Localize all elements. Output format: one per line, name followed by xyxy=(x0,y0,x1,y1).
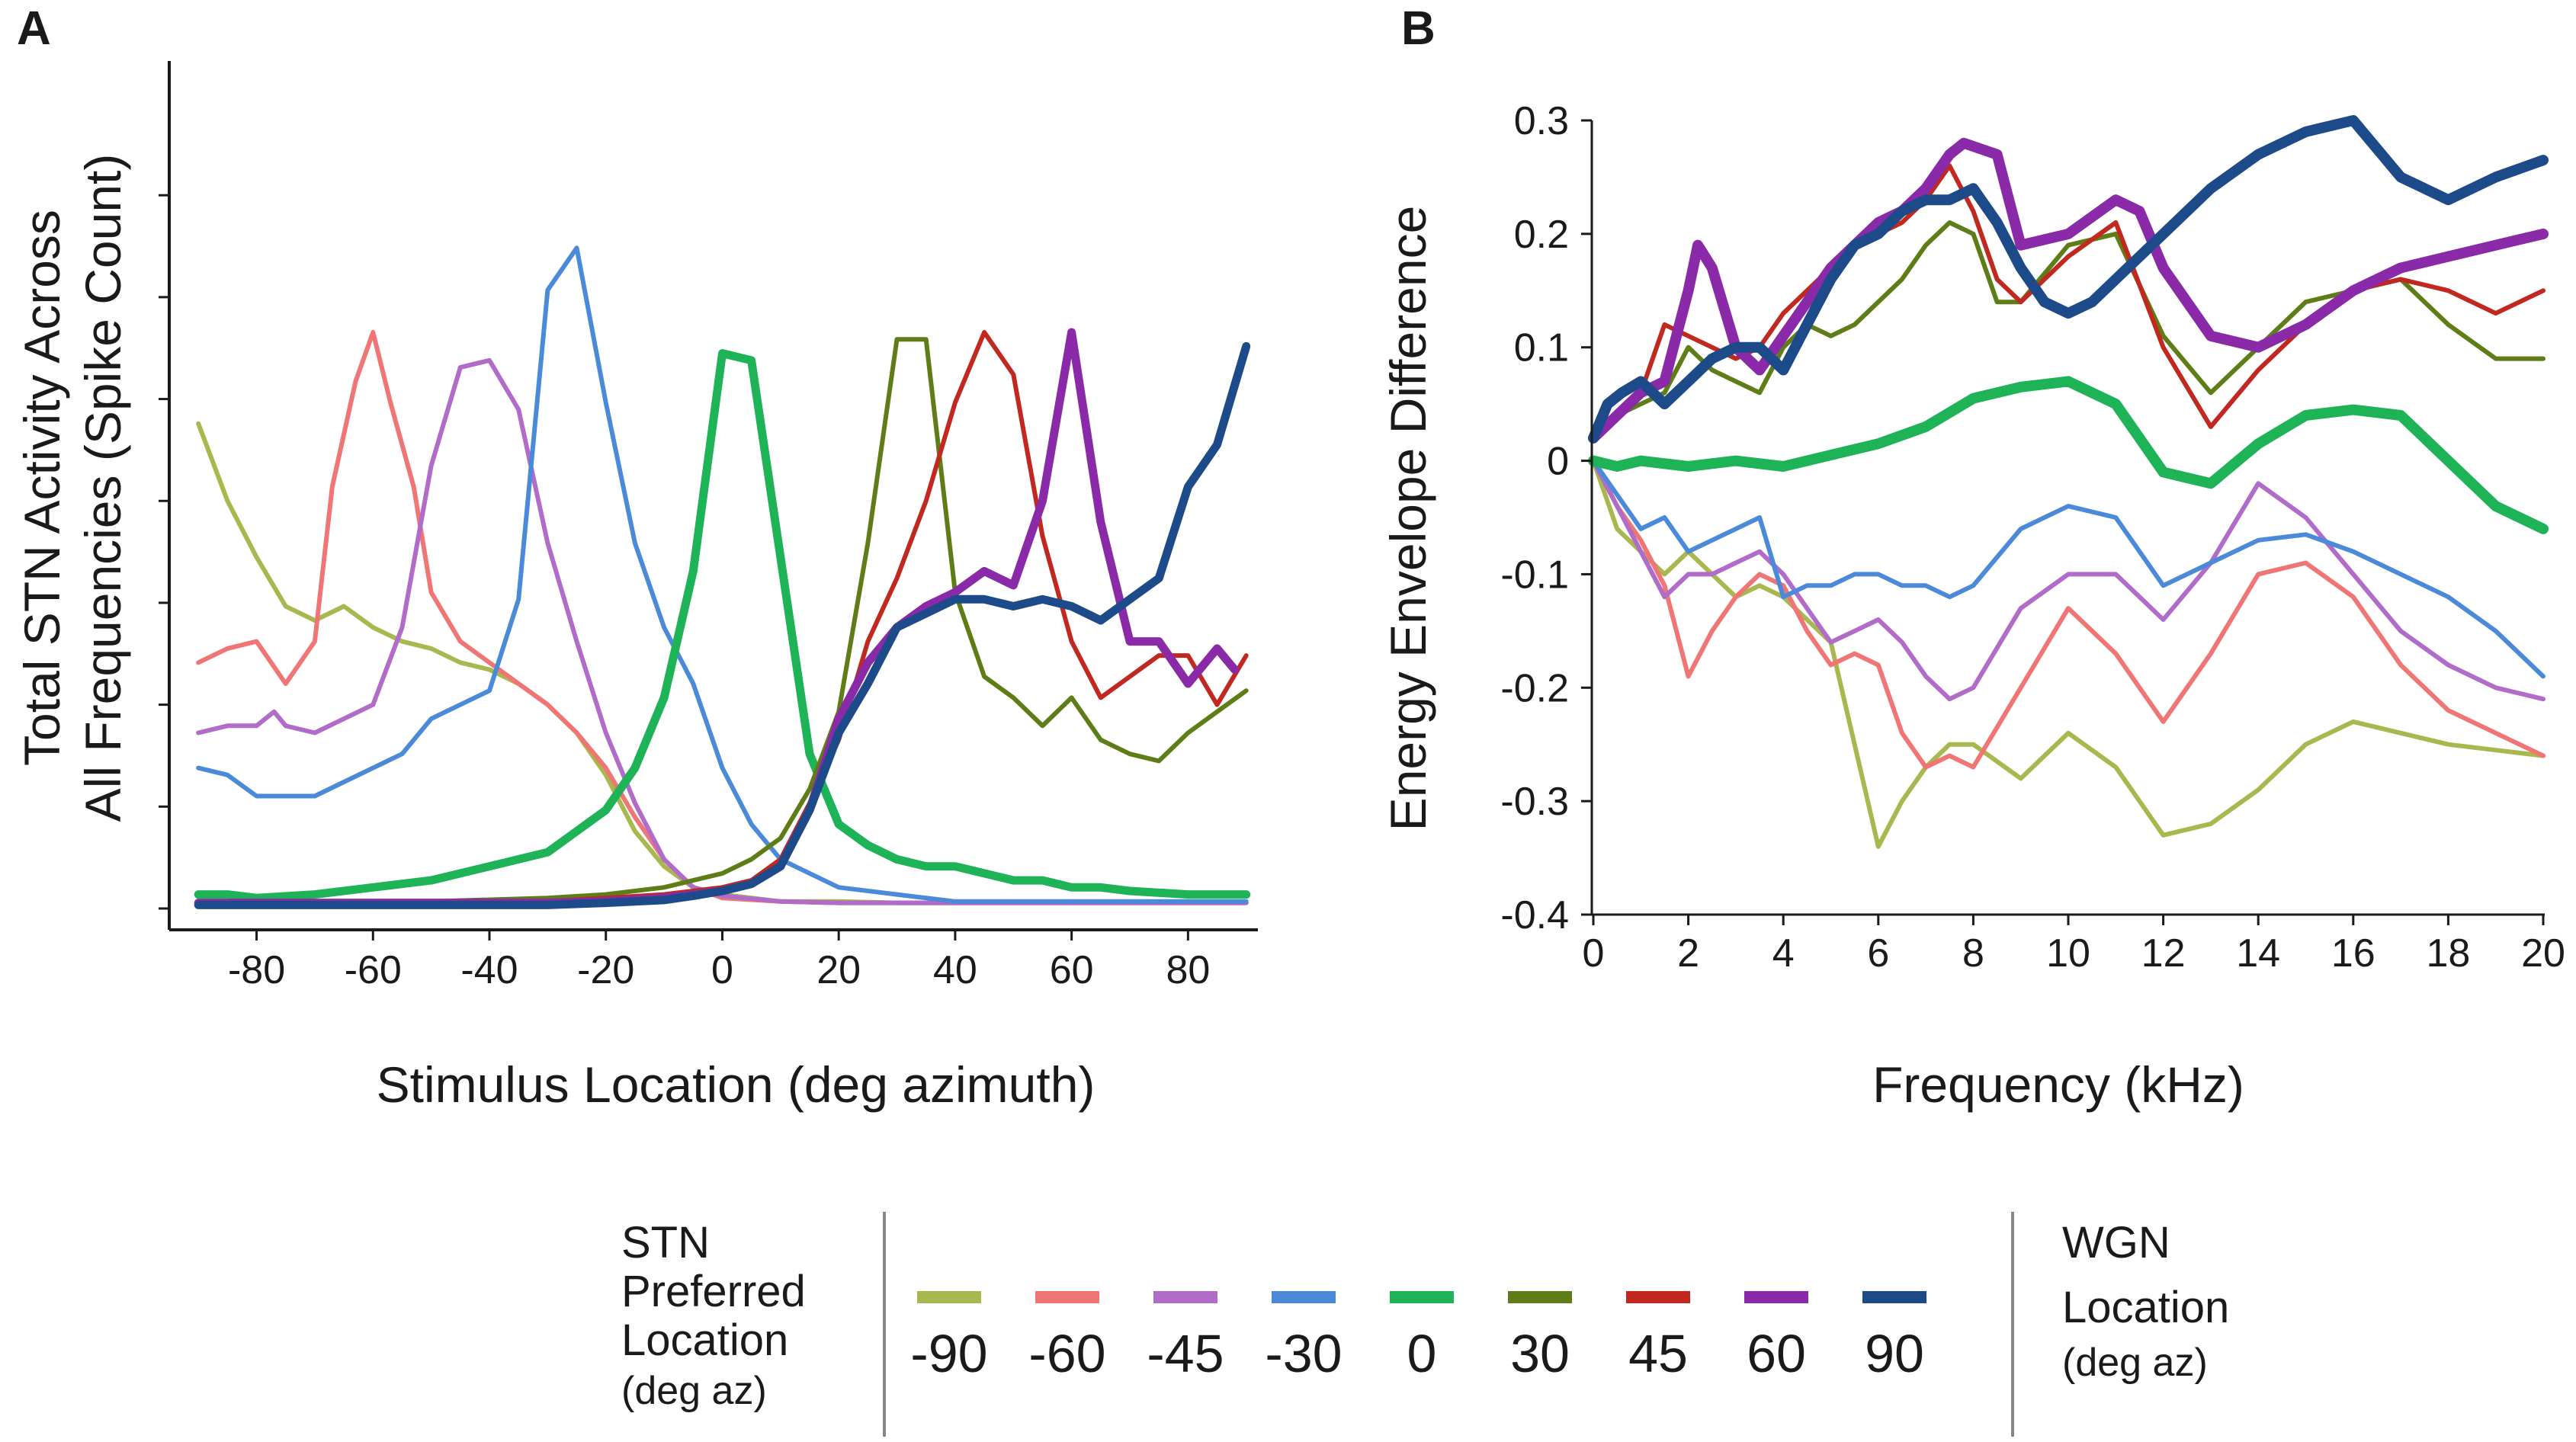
legend-right-label-line1: WGN xyxy=(2062,1218,2170,1267)
legend-value-90: 90 xyxy=(1865,1324,1924,1383)
panel-b-xtick-label: 2 xyxy=(1677,931,1699,976)
legend-value-neg90: -90 xyxy=(910,1324,987,1383)
legend: STN Preferred Location (deg az) -90 -60 -4… xyxy=(621,1212,2229,1437)
panel-a-xlabel: Stimulus Location (deg azimuth) xyxy=(377,1056,1096,1113)
panel-b-series-60 xyxy=(1588,137,2549,444)
panel-b-series-neg45 xyxy=(1591,458,2546,702)
panel-b-xtick-label: 0 xyxy=(1583,931,1605,976)
panel-a-xtick-label: 80 xyxy=(1166,948,1210,992)
panel-b-ytick-label: 0.2 xyxy=(1514,213,1569,257)
legend-left-label-line2: Preferred xyxy=(621,1267,806,1316)
panel-b-series-90 xyxy=(1588,115,2549,444)
legend-value-neg45: -45 xyxy=(1147,1324,1224,1383)
panel-b-xtick-label: 20 xyxy=(2521,931,2565,976)
panel-b-xtick-label: 4 xyxy=(1772,931,1795,976)
panel-a-series-neg45 xyxy=(196,357,1249,905)
panel-a-series-neg30 xyxy=(196,245,1249,904)
panel-a-ylabel-line2: All Frequencies (Spike Count) xyxy=(75,154,131,822)
panel-a-xtick-label: -20 xyxy=(577,948,634,992)
panel-a-xtick-label: 60 xyxy=(1050,948,1094,992)
panel-b-ytick-label: -0.2 xyxy=(1500,666,1569,710)
panel-a-series-30 xyxy=(196,337,1249,904)
panel-b-series-neg90 xyxy=(1591,458,2546,849)
panel-a-series-0 xyxy=(194,349,1251,902)
legend-value-neg60: -60 xyxy=(1028,1324,1105,1383)
legend-left-label-line1: STN xyxy=(621,1218,710,1267)
panel-b-ylabel: Energy Envelope Difference xyxy=(1380,206,1436,832)
panel-b-xtick-label: 12 xyxy=(2141,931,2186,976)
legend-right-unit: (deg az) xyxy=(2062,1341,2208,1385)
panel-a-chart: -80 -60 -40 -20 0 20 40 60 80 Total STN Activity… xyxy=(14,61,1258,1113)
panel-b-ytick-label: 0.1 xyxy=(1514,326,1569,370)
panel-b-chart: 0 2 4 6 8 10 12 14 16 18 20 0.3 0.2 0.1 0 -0.1 -0.2 -0.3 -… xyxy=(1380,99,2565,1113)
panel-b-letter: B xyxy=(1401,2,1436,55)
legend-value-45: 45 xyxy=(1628,1324,1688,1383)
panel-b-xtick-label: 6 xyxy=(1867,931,1889,976)
panel-b-xtick-label: 14 xyxy=(2236,931,2280,976)
panel-b-series-neg30 xyxy=(1591,458,2546,679)
panel-a-xtick-label: 20 xyxy=(816,948,861,992)
panel-b-ytick-label: 0.3 xyxy=(1514,99,1569,143)
panel-a-ylabel-line1: Total STN Activity Across xyxy=(14,210,70,766)
panel-b-ytick-label: -0.3 xyxy=(1500,780,1569,824)
panel-b-xtick-label: 18 xyxy=(2426,931,2470,976)
legend-value-60: 60 xyxy=(1747,1324,1806,1383)
legend-value-neg30: -30 xyxy=(1265,1324,1342,1383)
legend-value-0: 0 xyxy=(1407,1324,1437,1383)
panel-b-ytick-label: -0.1 xyxy=(1500,553,1569,597)
panel-a-xtick-label: -60 xyxy=(345,948,402,992)
panel-b-xtick-label: 8 xyxy=(1962,931,1984,976)
panel-b-series-45 xyxy=(1591,163,2546,441)
legend-value-30: 30 xyxy=(1510,1324,1570,1383)
panel-b-xtick-label: 16 xyxy=(2331,931,2376,976)
panel-b-xlabel: Frequency (kHz) xyxy=(1872,1056,2244,1113)
panel-a-series-90 xyxy=(194,341,1251,909)
panel-a-xtick-label: 0 xyxy=(711,948,733,992)
panel-a-letter: A xyxy=(17,2,51,55)
panel-a-xtick-label: -40 xyxy=(460,948,518,992)
panel-b-ytick-label: -0.4 xyxy=(1500,893,1569,937)
panel-b-series-neg60 xyxy=(1591,458,2546,770)
panel-a-series-neg90 xyxy=(196,421,1249,905)
panel-b-series-0 xyxy=(1588,376,2549,534)
legend-left-unit: (deg az) xyxy=(621,1369,767,1413)
panel-b-xtick-label: 10 xyxy=(2046,931,2090,976)
panel-b-ytick-label: 0 xyxy=(1547,440,1569,484)
panel-a-xtick-label: 40 xyxy=(933,948,977,992)
legend-left-label-line3: Location xyxy=(621,1315,788,1365)
panel-a-xtick-label: -80 xyxy=(228,948,285,992)
legend-right-label-line2: Location xyxy=(2062,1283,2229,1332)
